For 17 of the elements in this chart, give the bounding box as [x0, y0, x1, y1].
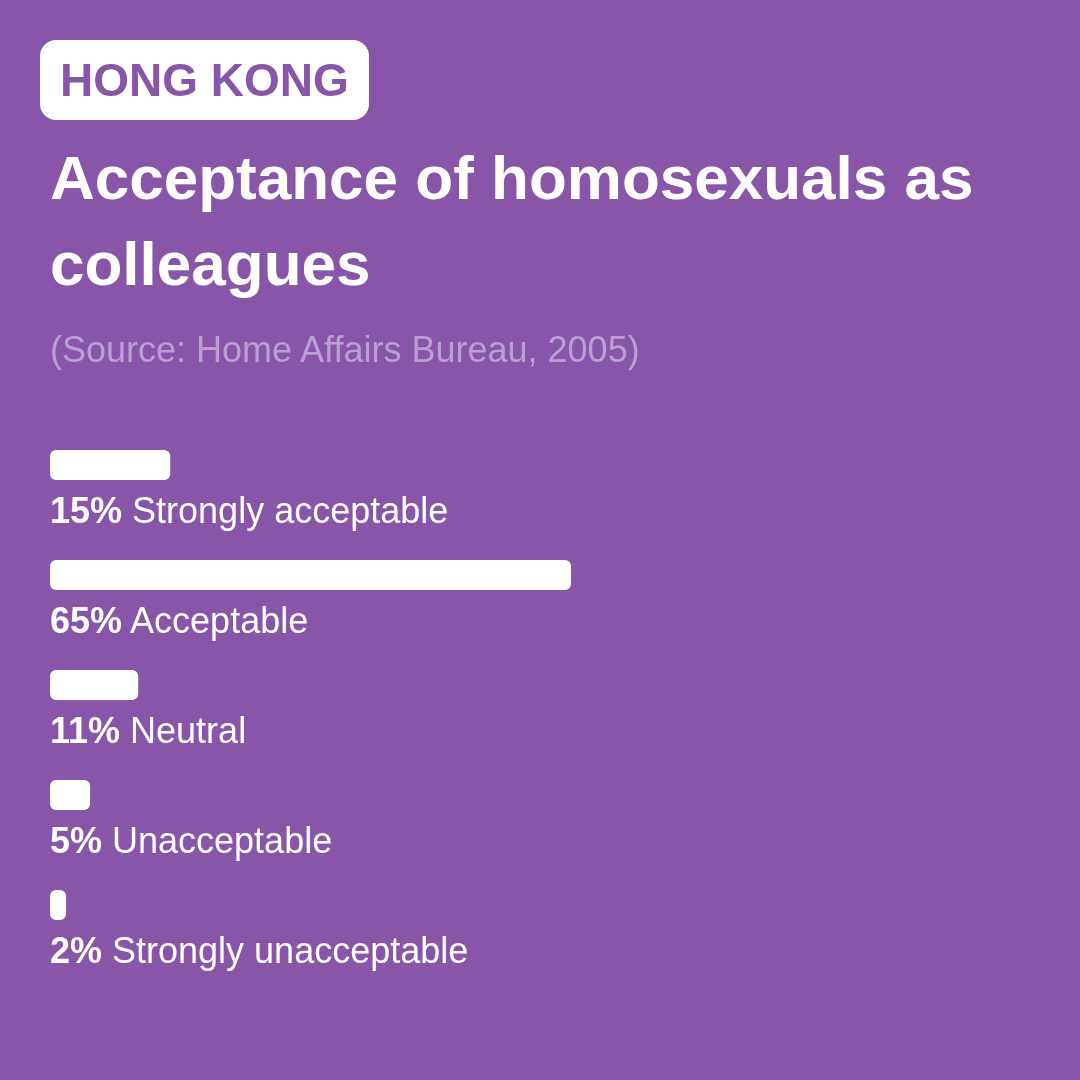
data-label: 11% — [50, 710, 121, 751]
y-tick-label: Neutral — [120, 710, 247, 751]
bar — [50, 560, 571, 590]
y-tick-label: Unacceptable — [102, 820, 333, 861]
text: (Source: Home Affairs Bureau, 2005) — [50, 328, 641, 372]
data-label: 2% — [50, 930, 103, 971]
bar — [50, 670, 139, 700]
y-tick-label: Strongly acceptable — [122, 490, 449, 531]
bar — [50, 780, 91, 810]
data-label: 65% — [50, 600, 123, 641]
data-label: 15% — [50, 490, 123, 531]
y-tick-label: Acceptable — [122, 600, 309, 641]
chart-title: Acceptance of homosexuals as colleagues — [50, 142, 975, 300]
data-label: 5% — [50, 820, 103, 861]
y-tick-label: Strongly unacceptable — [102, 930, 469, 971]
bar — [50, 450, 171, 480]
text: HONG KONG — [40, 40, 369, 120]
